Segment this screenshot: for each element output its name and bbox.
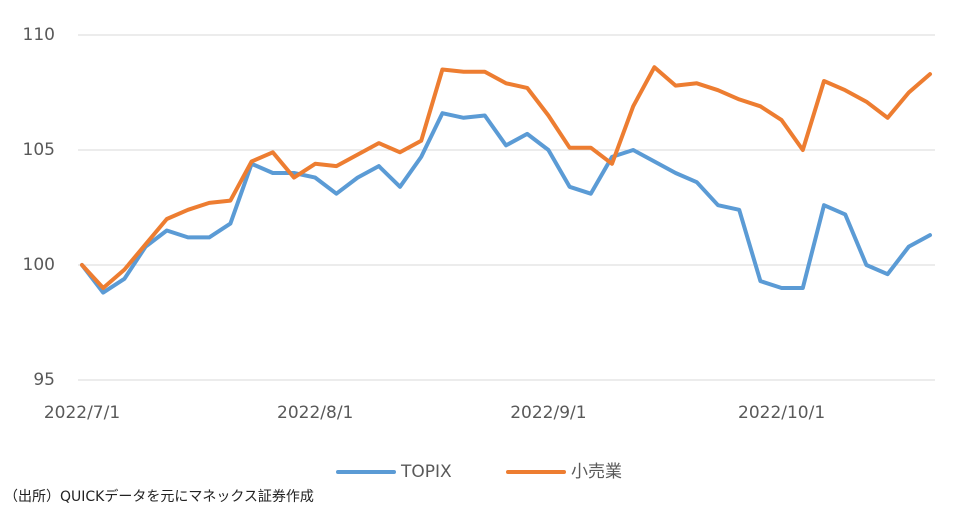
series-line xyxy=(80,65,932,290)
x-tick-label: 2022/7/1 xyxy=(44,403,120,423)
y-tick-label: 95 xyxy=(33,370,55,390)
source-note: （出所）QUICKデータを元にマネックス証券作成 xyxy=(4,488,314,505)
x-tick-label: 2022/9/1 xyxy=(510,403,586,423)
y-tick-label: 100 xyxy=(23,255,55,275)
x-tick-label: 2022/10/1 xyxy=(738,403,825,423)
legend-label: TOPIX xyxy=(400,462,452,482)
y-tick-label: 105 xyxy=(23,140,55,160)
series-line xyxy=(80,111,932,295)
x-tick-label: 2022/8/1 xyxy=(277,403,353,423)
y-tick-label: 110 xyxy=(23,25,55,45)
legend-label: 小売業 xyxy=(571,462,622,482)
